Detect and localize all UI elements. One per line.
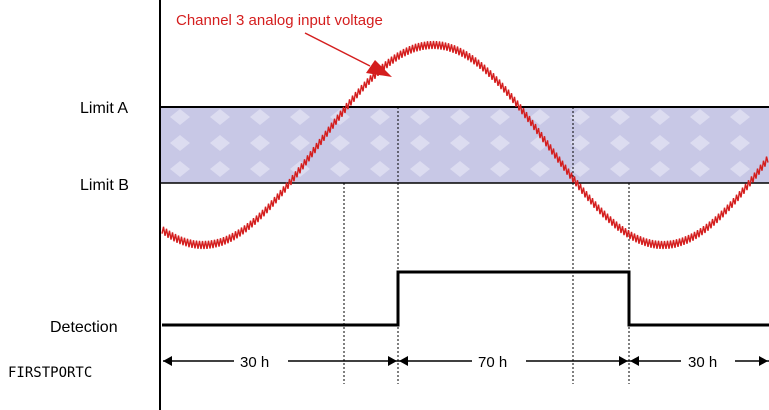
analog-signal-wave (161, 40, 769, 250)
detection-label: Detection (50, 319, 118, 336)
limit-b-label: Limit B (80, 177, 129, 194)
limit-band (161, 107, 769, 183)
interval-label: 30 h (240, 354, 269, 371)
detection-waveform (162, 270, 769, 327)
timing-arrowhead (388, 356, 397, 366)
interval-label-bg (234, 350, 288, 372)
interval-label-bg (472, 350, 526, 372)
annotation-arrow-line (304, 32, 371, 67)
timing-arrowhead (163, 356, 172, 366)
timing-arrowhead (619, 356, 628, 366)
interval-label: 30 h (688, 354, 717, 371)
interval-label: 70 h (478, 354, 507, 371)
timing-arrowhead (630, 356, 639, 366)
port-label: FIRSTPORTC (8, 365, 92, 381)
signal-title: Channel 3 analog input voltage (176, 12, 383, 29)
timing-arrowhead (759, 356, 768, 366)
annotation-arrowhead (366, 60, 392, 77)
timing-arrowhead (399, 356, 408, 366)
interval-label-bg (681, 350, 735, 372)
limit-a-label: Limit A (80, 100, 128, 117)
